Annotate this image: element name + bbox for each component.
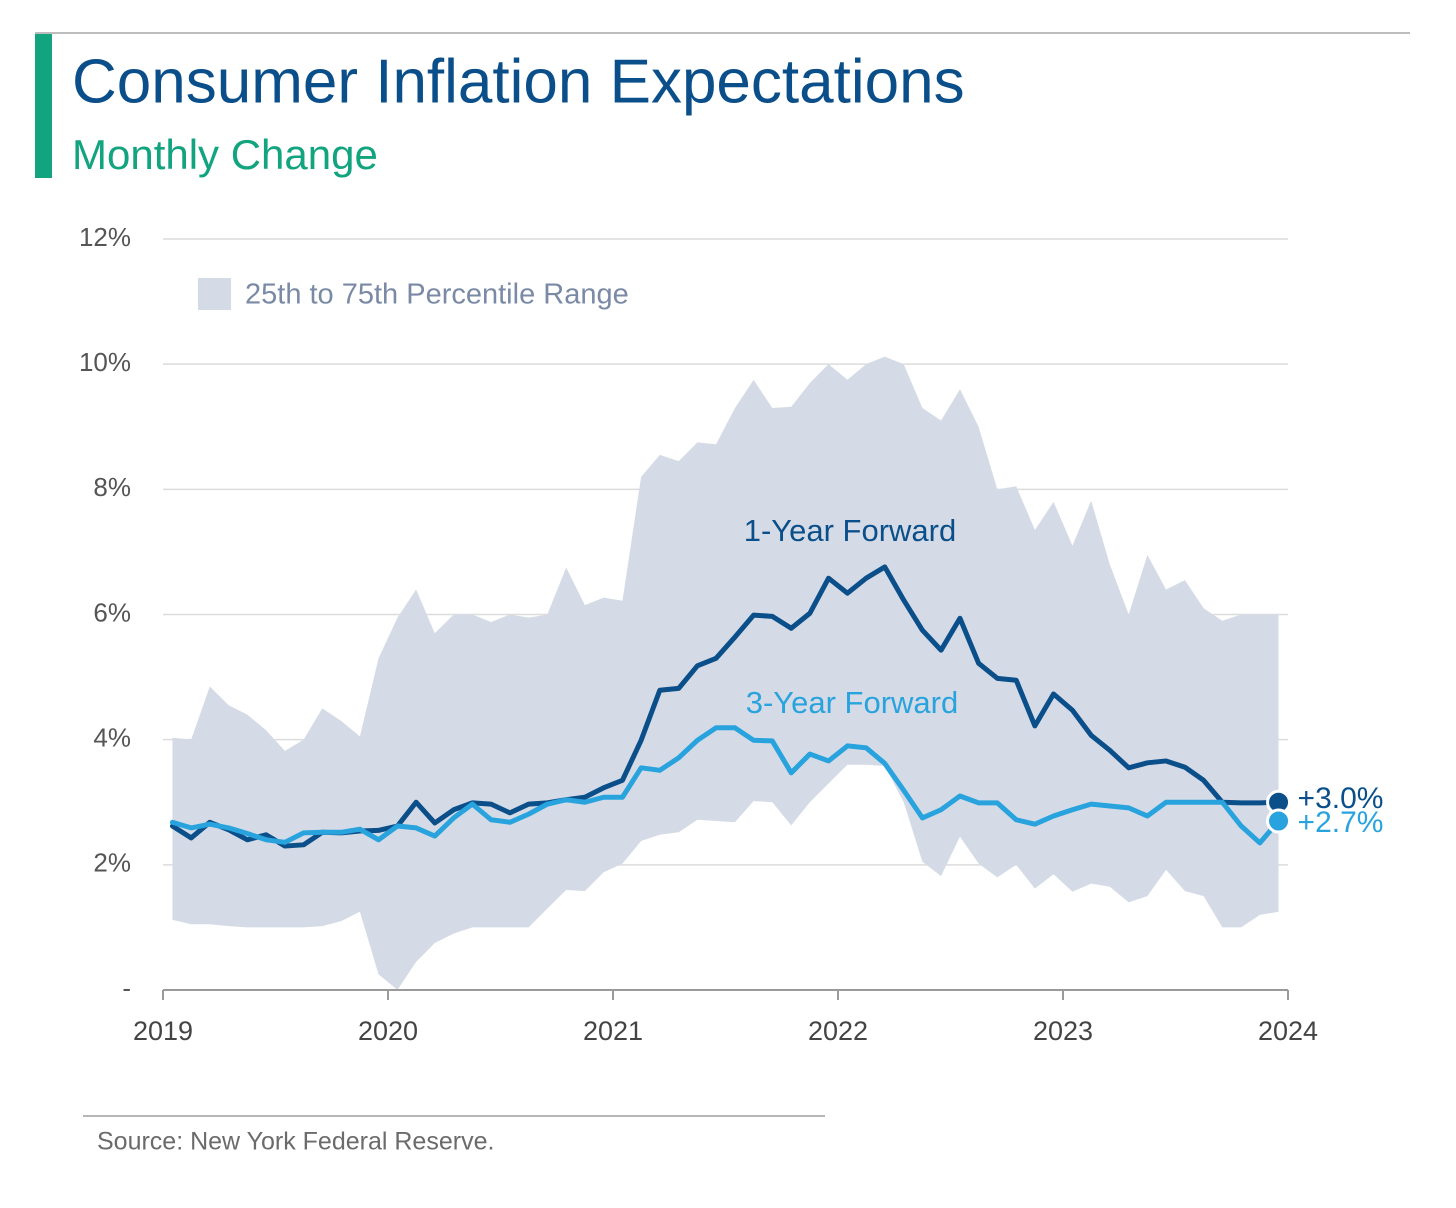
percentile-band [172, 356, 1279, 990]
band-layer [172, 356, 1279, 990]
x-tick-label: 2023 [1033, 1016, 1093, 1046]
end-dot [1266, 808, 1292, 834]
chart-subtitle: Monthly Change [72, 131, 378, 178]
y-tick-label: 8% [93, 472, 131, 502]
y-tick-label: 12% [79, 222, 131, 252]
accent-bar [35, 34, 52, 178]
x-tick-label: 2021 [583, 1016, 643, 1046]
series-label: 3-Year Forward [746, 685, 959, 720]
end-label: +3.0% [1298, 782, 1384, 815]
end-label: +2.7% [1298, 806, 1384, 839]
series-label: 1-Year Forward [744, 513, 957, 548]
source: Source: New York Federal Reserve. [97, 1128, 494, 1156]
series-line [169, 725, 1282, 846]
y-tick-label: 2% [93, 848, 131, 878]
y-tick-label: 10% [79, 347, 131, 377]
x-tick-label: 2024 [1258, 1016, 1318, 1046]
y-tick-label: - [122, 973, 131, 1003]
legend-swatch [198, 278, 231, 310]
x-tick-label: 2022 [808, 1016, 868, 1046]
x-tick-label: 2019 [133, 1016, 193, 1046]
y-tick-label: 6% [93, 597, 131, 627]
x-tick-label: 2020 [358, 1016, 418, 1046]
chart-title: Consumer Inflation Expectations [72, 47, 965, 116]
y-tick-label: 4% [93, 723, 131, 753]
lines [169, 564, 1282, 849]
legend-label: 25th to 75th Percentile Range [245, 279, 629, 311]
